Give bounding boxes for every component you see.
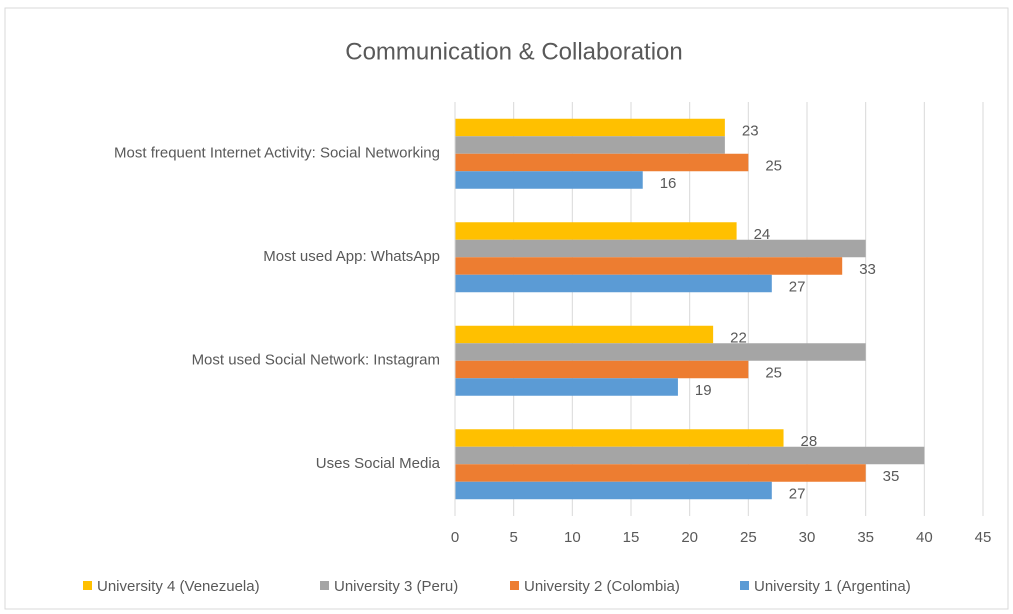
data-label: 28	[801, 433, 818, 450]
bar	[455, 171, 643, 189]
bar	[455, 274, 772, 293]
bar	[455, 446, 925, 465]
x-tick-label: 30	[799, 529, 816, 546]
bar	[455, 153, 749, 172]
chart-title: Communication & Collaboration	[345, 38, 683, 65]
x-tick-label: 25	[740, 529, 757, 546]
legend-swatch	[740, 581, 749, 590]
y-tick-label: Most used Social Network: Instagram	[192, 352, 440, 369]
legend-label: University 4 (Venezuela)	[97, 578, 260, 595]
y-tick-label: Most used App: WhatsApp	[263, 248, 440, 265]
bar	[455, 257, 843, 275]
data-label: 33	[859, 261, 876, 278]
data-label: 35	[883, 468, 900, 485]
legend-swatch	[510, 581, 519, 590]
data-label: 24	[754, 226, 771, 243]
data-label: 25	[765, 157, 782, 174]
bar	[455, 378, 678, 396]
bar	[455, 118, 725, 137]
data-label: 23	[742, 122, 759, 139]
data-label: 22	[730, 329, 747, 346]
bar	[455, 343, 866, 361]
x-tick-label: 20	[681, 529, 698, 546]
bar	[455, 464, 866, 482]
data-label: 19	[695, 382, 712, 399]
legend-swatch	[83, 581, 92, 590]
data-label: 25	[765, 364, 782, 381]
bar	[455, 136, 725, 154]
legend-label: University 1 (Argentina)	[754, 578, 911, 595]
data-label: 27	[789, 485, 806, 502]
x-tick-label: 45	[975, 529, 992, 546]
x-tick-label: 5	[509, 529, 517, 546]
y-tick-label: Most frequent Internet Activity: Social …	[114, 145, 440, 162]
data-label: 27	[789, 278, 806, 295]
bar	[455, 239, 866, 258]
bar	[455, 360, 749, 379]
legend-label: University 2 (Colombia)	[524, 578, 680, 595]
chart-border	[4, 7, 1009, 610]
legend-swatch	[320, 581, 329, 590]
bar	[455, 222, 737, 240]
x-tick-label: 40	[916, 529, 933, 546]
y-tick-label: Uses Social Media	[316, 455, 441, 472]
x-tick-label: 0	[451, 529, 459, 546]
bar	[455, 429, 784, 447]
bar	[455, 325, 714, 344]
legend-label: University 3 (Peru)	[334, 578, 458, 595]
x-tick-label: 35	[857, 529, 874, 546]
x-tick-label: 10	[564, 529, 581, 546]
bar	[455, 481, 772, 500]
data-label: 16	[660, 175, 677, 192]
x-tick-label: 15	[623, 529, 640, 546]
